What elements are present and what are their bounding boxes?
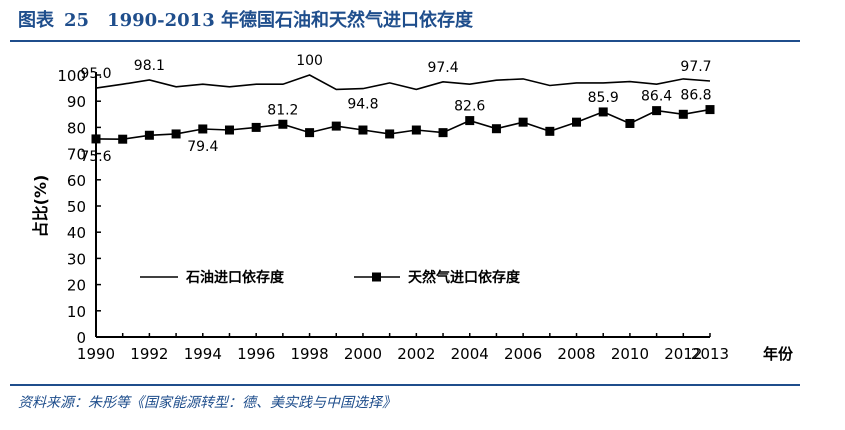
series-line-1 <box>95 74 711 91</box>
series-2-point <box>278 119 288 129</box>
series-2-point <box>705 105 715 115</box>
source-rule <box>10 384 800 386</box>
series-2-point <box>91 134 101 144</box>
data-label: 95.0 <box>80 66 111 82</box>
series-2-point <box>385 129 395 139</box>
series-2-point <box>491 124 501 134</box>
figure-label: 图表 <box>18 10 54 31</box>
series-2-point <box>198 124 208 134</box>
x-tick-label: 2002 <box>397 345 435 363</box>
y-tick-label: 40 <box>67 224 86 242</box>
series-2-point <box>411 125 421 135</box>
source-note: 资料来源：朱彤等《国家能源转型：德、美实践与中国选择》 <box>18 395 396 411</box>
y-tick-label: 80 <box>67 119 86 137</box>
figure-title-text: 1990-2013 年德国石油和天然气进口依存度 <box>107 10 473 31</box>
x-tick-label: 1990 <box>77 345 115 363</box>
x-tick-label: 2013 <box>691 345 729 363</box>
x-tick-label: 2008 <box>557 345 595 363</box>
y-tick-label: 50 <box>67 198 86 216</box>
x-tick-label: 2000 <box>344 345 382 363</box>
figure-title: 图表 25 1990-2013 年德国石油和天然气进口依存度 <box>18 8 473 34</box>
legend-label-2: 天然气进口依存度 <box>408 269 521 286</box>
y-tick-label: 70 <box>67 146 86 164</box>
series-2-point <box>465 116 475 126</box>
data-label: 98.1 <box>134 58 165 74</box>
x-tick-label: 1998 <box>290 345 328 363</box>
data-label: 97.7 <box>680 59 711 75</box>
series-2-point <box>598 107 608 117</box>
y-tick-label: 0 <box>76 329 86 347</box>
x-tick-label: 1994 <box>184 345 222 363</box>
x-tick-label: 1992 <box>130 345 168 363</box>
legend-marker-2 <box>372 272 381 282</box>
x-tick-label: 1996 <box>237 345 275 363</box>
data-label: 75.6 <box>80 149 111 165</box>
x-tick-label: 2006 <box>504 345 542 363</box>
data-label: 82.6 <box>454 99 485 115</box>
series-2-point <box>652 106 662 116</box>
data-label: 81.2 <box>267 102 298 118</box>
series-line-2 <box>95 108 711 141</box>
chart-legend: 石油进口依存度 天然气进口依存度 <box>140 269 521 286</box>
series-2-point <box>171 129 181 139</box>
figure-number: 25 <box>64 10 90 31</box>
series-2-point <box>678 109 688 119</box>
legend-label-1: 石油进口依存度 <box>185 269 285 286</box>
series-2-point <box>224 125 234 135</box>
series-2-point <box>438 128 448 138</box>
series-2-point <box>572 117 582 127</box>
series-2-point <box>625 118 635 128</box>
data-label: 94.8 <box>347 97 378 113</box>
data-label: 100 <box>296 53 323 69</box>
y-tick-label: 20 <box>67 277 86 295</box>
chart-plot-area: 95.0 98.1 100 94.8 97.4 97.7 75.6 79.4 81.2 82.6 8… <box>80 53 715 165</box>
series-2-point <box>545 126 555 136</box>
data-label: 86.4 <box>641 89 672 105</box>
x-tick-label: 2012 <box>664 345 702 363</box>
y-axis-title: 占比(%) <box>31 175 50 238</box>
x-tick-label: 2004 <box>451 345 489 363</box>
series-2-point <box>144 130 154 140</box>
chart-axes: 0 10 20 30 40 50 60 70 80 90 100 1990 1992 1994 1996 19… <box>31 67 794 363</box>
y-tick-label: 30 <box>67 250 86 268</box>
series-2-point <box>518 117 528 127</box>
data-label: 86.8 <box>680 88 711 104</box>
y-tick-label: 90 <box>67 93 86 111</box>
y-tick-label: 10 <box>67 303 86 321</box>
series-2-point <box>358 125 368 135</box>
data-label: 85.9 <box>588 90 619 106</box>
series-2-point <box>305 128 315 138</box>
y-tick-label: 60 <box>67 172 86 190</box>
series-2-point <box>251 122 261 132</box>
data-label: 79.4 <box>187 139 218 155</box>
series-2-point <box>331 121 341 131</box>
title-rule <box>10 40 800 42</box>
x-axis-title: 年份 <box>763 345 794 363</box>
x-tick-label: 2010 <box>611 345 649 363</box>
y-tick-label: 100 <box>57 67 86 85</box>
series-2-point <box>118 134 128 144</box>
data-label: 97.4 <box>427 60 458 76</box>
